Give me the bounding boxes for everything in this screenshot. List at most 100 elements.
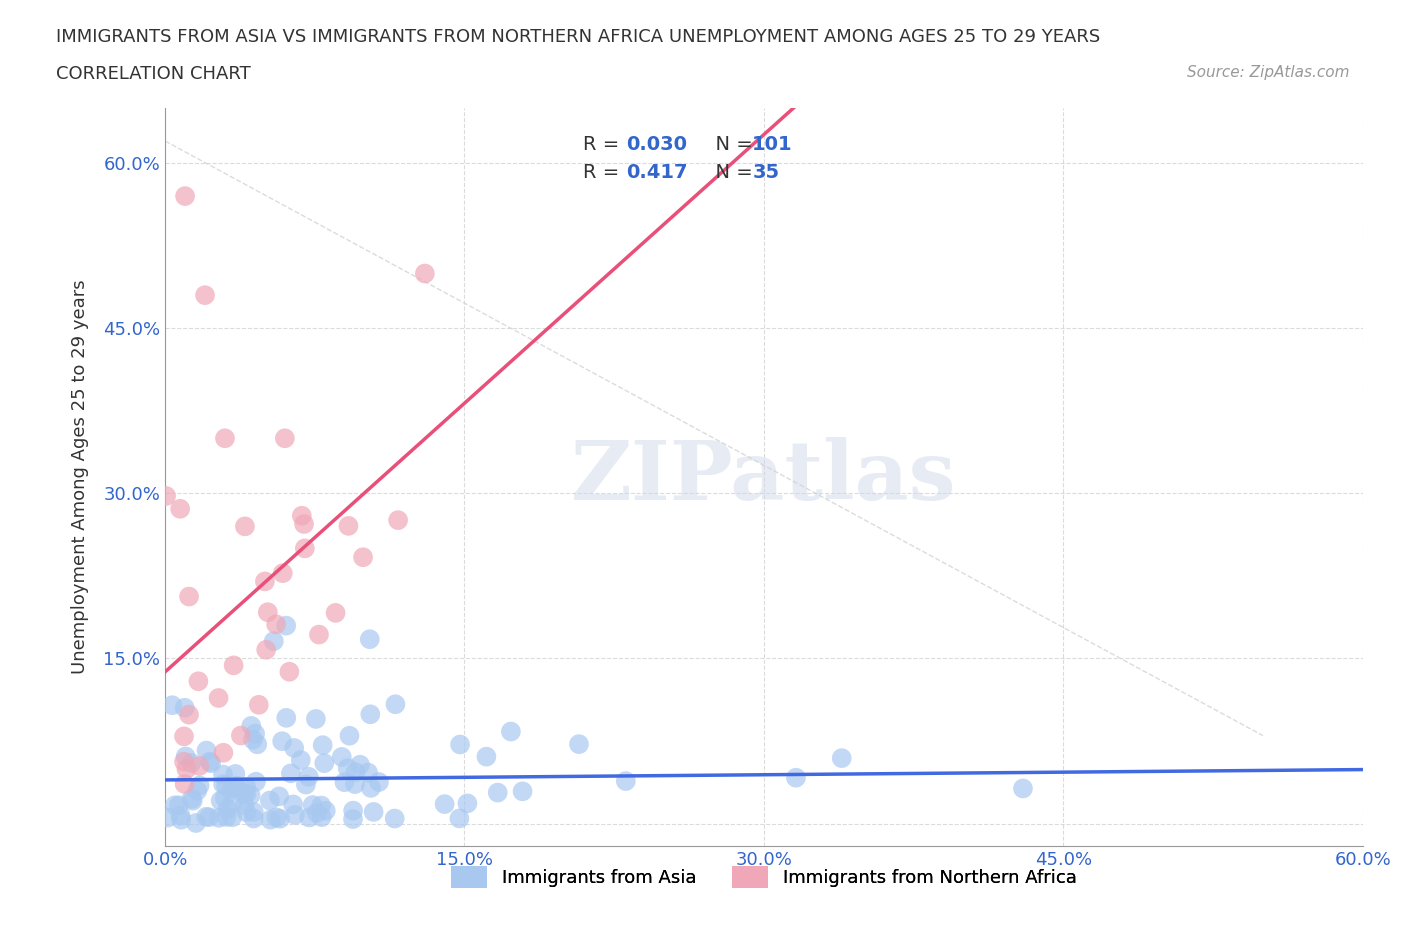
- Immigrants from Asia: [242, 811, 264, 826]
- Immigrants from Northern Africa: [177, 707, 200, 722]
- Immigrants from Asia: [163, 798, 186, 813]
- Immigrants from Asia: [384, 697, 406, 711]
- Immigrants from Asia: [259, 793, 281, 808]
- Immigrants from Northern Africa: [352, 550, 374, 565]
- Immigrants from Asia: [186, 783, 208, 798]
- Immigrants from Northern Africa: [212, 745, 235, 760]
- Immigrants from Asia: [271, 734, 294, 749]
- Immigrants from Asia: [235, 804, 257, 819]
- Immigrants from Asia: [614, 774, 637, 789]
- Immigrants from Asia: [259, 812, 281, 827]
- Immigrants from Asia: [200, 756, 222, 771]
- Immigrants from Asia: [243, 804, 266, 819]
- Text: IMMIGRANTS FROM ASIA VS IMMIGRANTS FROM NORTHERN AFRICA UNEMPLOYMENT AMONG AGES : IMMIGRANTS FROM ASIA VS IMMIGRANTS FROM …: [56, 28, 1101, 46]
- Immigrants from Asia: [233, 798, 256, 813]
- Immigrants from Northern Africa: [229, 728, 252, 743]
- Immigrants from Asia: [276, 618, 298, 633]
- Immigrants from Asia: [312, 737, 335, 752]
- Text: ZIPatlas: ZIPatlas: [571, 437, 956, 517]
- Immigrants from Northern Africa: [256, 604, 278, 619]
- Immigrants from Asia: [224, 766, 246, 781]
- Immigrants from Northern Africa: [174, 189, 197, 204]
- Immigrants from Asia: [242, 732, 264, 747]
- Immigrants from Asia: [188, 778, 211, 793]
- Immigrants from Asia: [195, 809, 218, 824]
- Immigrants from Asia: [208, 810, 231, 825]
- Text: Source: ZipAtlas.com: Source: ZipAtlas.com: [1187, 65, 1350, 80]
- Immigrants from Northern Africa: [337, 518, 360, 533]
- Immigrants from Asia: [349, 757, 371, 772]
- Immigrants from Asia: [363, 804, 385, 819]
- Immigrants from Asia: [333, 775, 356, 790]
- Immigrants from Asia: [283, 740, 305, 755]
- Immigrants from Asia: [181, 793, 204, 808]
- Immigrants from Asia: [359, 707, 381, 722]
- Immigrants from Asia: [785, 770, 807, 785]
- Immigrants from Asia: [499, 724, 522, 739]
- Immigrants from Asia: [475, 750, 498, 764]
- Immigrants from Northern Africa: [253, 574, 276, 589]
- Immigrants from Northern Africa: [169, 501, 191, 516]
- Immigrants from Asia: [156, 810, 179, 825]
- Immigrants from Asia: [301, 798, 323, 813]
- Immigrants from Northern Africa: [292, 516, 315, 531]
- Immigrants from Northern Africa: [291, 509, 314, 524]
- Immigrants from Asia: [298, 810, 321, 825]
- Immigrants from Northern Africa: [294, 541, 316, 556]
- Immigrants from Asia: [486, 785, 509, 800]
- Immigrants from Northern Africa: [222, 658, 245, 672]
- Legend: Immigrants from Asia, Immigrants from Northern Africa: Immigrants from Asia, Immigrants from No…: [444, 859, 1084, 896]
- Immigrants from Asia: [831, 751, 853, 765]
- Immigrants from Asia: [359, 631, 381, 646]
- Immigrants from Northern Africa: [173, 729, 195, 744]
- Immigrants from Northern Africa: [187, 674, 209, 689]
- Immigrants from Asia: [245, 775, 267, 790]
- Immigrants from Asia: [342, 812, 364, 827]
- Immigrants from Asia: [298, 769, 321, 784]
- Immigrants from Northern Africa: [176, 762, 198, 777]
- Immigrants from Asia: [269, 789, 291, 804]
- Immigrants from Northern Africa: [254, 643, 277, 658]
- Immigrants from Asia: [173, 700, 195, 715]
- Immigrants from Asia: [314, 756, 336, 771]
- Immigrants from Asia: [315, 804, 337, 818]
- Text: 0.030: 0.030: [626, 135, 686, 153]
- Immigrants from Northern Africa: [274, 431, 297, 445]
- Immigrants from Asia: [449, 737, 471, 752]
- Immigrants from Northern Africa: [325, 605, 347, 620]
- Immigrants from Asia: [311, 798, 333, 813]
- Text: CORRELATION CHART: CORRELATION CHART: [56, 65, 252, 83]
- Immigrants from Asia: [225, 778, 247, 793]
- Immigrants from Asia: [449, 811, 471, 826]
- Immigrants from Asia: [160, 698, 183, 712]
- Immigrants from Asia: [221, 810, 243, 825]
- Immigrants from Asia: [433, 797, 456, 812]
- Immigrants from Northern Africa: [413, 266, 436, 281]
- Immigrants from Asia: [336, 761, 359, 776]
- Immigrants from Asia: [212, 767, 235, 782]
- Y-axis label: Unemployment Among Ages 25 to 29 years: Unemployment Among Ages 25 to 29 years: [72, 280, 89, 674]
- Immigrants from Asia: [232, 787, 254, 802]
- Immigrants from Asia: [305, 805, 328, 820]
- Immigrants from Asia: [184, 816, 207, 830]
- Immigrants from Asia: [180, 791, 202, 806]
- Immigrants from Asia: [240, 719, 263, 734]
- Immigrants from Asia: [266, 810, 288, 825]
- Immigrants from Northern Africa: [214, 431, 236, 445]
- Text: N =: N =: [703, 135, 759, 153]
- Immigrants from Asia: [339, 728, 361, 743]
- Text: R =: R =: [583, 135, 626, 153]
- Immigrants from Northern Africa: [173, 777, 195, 791]
- Immigrants from Asia: [215, 778, 238, 793]
- Immigrants from Asia: [290, 752, 312, 767]
- Immigrants from Asia: [384, 811, 406, 826]
- Immigrants from Asia: [456, 796, 478, 811]
- Immigrants from Asia: [276, 711, 298, 725]
- Immigrants from Asia: [281, 797, 304, 812]
- Immigrants from Asia: [269, 811, 291, 826]
- Immigrants from Asia: [295, 777, 318, 792]
- Text: 0.417: 0.417: [626, 163, 688, 181]
- Immigrants from Asia: [246, 737, 269, 751]
- Immigrants from Asia: [360, 780, 382, 795]
- Immigrants from Asia: [198, 810, 221, 825]
